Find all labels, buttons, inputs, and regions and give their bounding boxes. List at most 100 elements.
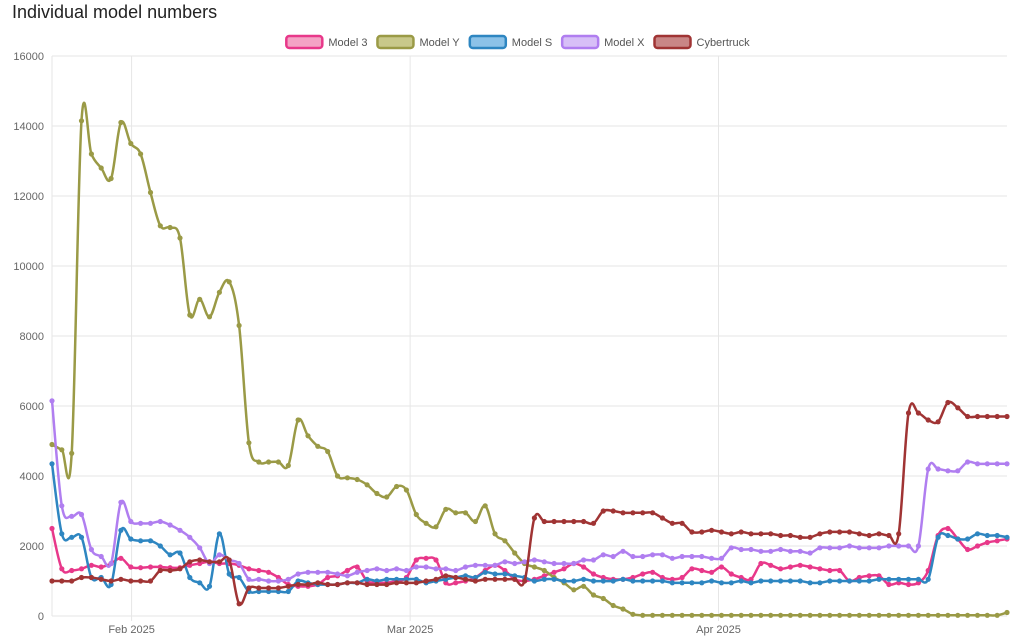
data-point	[275, 585, 281, 591]
data-point	[78, 566, 85, 572]
data-point	[699, 529, 705, 535]
data-point	[344, 580, 350, 586]
data-point	[837, 529, 843, 535]
data-point	[551, 560, 557, 567]
data-point	[787, 564, 794, 570]
data-point	[354, 569, 360, 575]
data-point	[98, 576, 104, 582]
legend-swatch	[285, 34, 324, 50]
data-point	[492, 571, 498, 577]
data-point	[216, 531, 222, 537]
data-point	[758, 612, 764, 618]
data-point	[630, 553, 636, 560]
data-point	[413, 557, 419, 563]
data-point	[522, 559, 528, 565]
legend-item[interactable]: Model X	[560, 34, 645, 50]
data-point	[295, 581, 301, 588]
data-point	[305, 569, 311, 575]
data-point	[965, 546, 971, 553]
data-point	[344, 567, 350, 574]
data-point	[275, 459, 281, 465]
data-point	[266, 585, 272, 591]
data-point	[69, 513, 75, 519]
data-point	[187, 574, 193, 581]
data-point	[827, 567, 833, 574]
legend-item[interactable]: Cybertruck	[653, 34, 751, 50]
data-point	[128, 518, 134, 525]
data-point	[787, 532, 794, 539]
data-point	[334, 571, 341, 577]
data-point	[443, 573, 449, 579]
data-point	[462, 564, 469, 570]
data-point	[915, 612, 922, 618]
data-point	[787, 548, 794, 554]
data-point	[984, 413, 990, 420]
data-point	[650, 569, 656, 575]
data-point	[728, 531, 734, 537]
data-point	[206, 314, 213, 320]
data-point	[768, 548, 774, 554]
data-point	[433, 566, 439, 572]
data-point	[167, 552, 173, 558]
data-point	[197, 545, 203, 551]
data-point	[147, 520, 154, 526]
y-tick-label: 16000	[13, 51, 44, 63]
data-point	[896, 531, 902, 537]
data-point	[118, 499, 124, 505]
data-point	[945, 399, 951, 406]
legend-item[interactable]: Model 3	[285, 34, 367, 50]
data-point	[541, 576, 547, 582]
data-point	[965, 536, 971, 542]
data-point	[837, 545, 843, 551]
data-point	[994, 538, 1000, 544]
data-point	[600, 595, 606, 602]
data-point	[718, 529, 725, 535]
data-point	[226, 279, 232, 285]
data-point	[866, 545, 872, 551]
data-point	[994, 532, 1000, 539]
data-point	[689, 553, 695, 560]
data-point	[837, 612, 843, 618]
data-point	[403, 487, 409, 493]
data-point	[886, 543, 892, 549]
data-point	[974, 543, 981, 549]
data-point	[669, 612, 675, 618]
data-point	[787, 612, 794, 618]
legend-swatch	[653, 34, 692, 50]
data-point	[88, 574, 94, 581]
data-point	[630, 578, 636, 584]
data-point	[896, 543, 902, 549]
data-point	[738, 546, 744, 553]
data-point	[610, 578, 616, 584]
legend-item[interactable]: Model Y	[376, 34, 460, 50]
data-point	[955, 468, 961, 474]
data-point	[206, 583, 213, 589]
data-point	[413, 564, 419, 570]
data-point	[935, 466, 941, 472]
data-point	[817, 531, 823, 537]
data-point	[78, 534, 85, 540]
data-point	[472, 518, 478, 525]
legend-label: Cybertruck	[697, 37, 751, 49]
chart-legend: Model 3 Model Y Model S Model X Cybertruck	[285, 34, 751, 50]
data-point	[59, 531, 65, 537]
data-point	[502, 571, 508, 577]
data-point	[325, 569, 331, 575]
data-point	[256, 567, 262, 574]
data-point	[98, 165, 104, 171]
legend-item[interactable]: Model S	[468, 34, 552, 50]
data-point	[354, 564, 360, 570]
data-point	[659, 552, 666, 558]
data-point	[522, 578, 528, 584]
data-point	[689, 566, 695, 572]
data-point	[886, 576, 892, 582]
data-point	[827, 612, 833, 618]
data-point	[118, 119, 124, 126]
data-point	[157, 518, 163, 525]
data-point	[590, 520, 597, 526]
data-point	[925, 466, 931, 472]
data-point	[98, 553, 104, 560]
data-point	[748, 531, 754, 537]
data-point	[364, 567, 370, 574]
data-point	[718, 580, 725, 586]
